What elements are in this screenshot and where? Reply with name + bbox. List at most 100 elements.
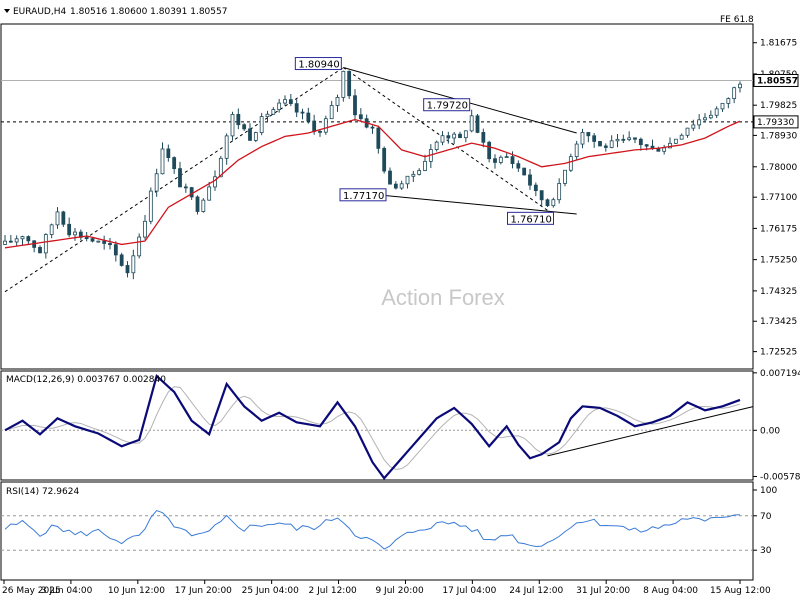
candle-body [703,117,707,121]
candle-body [388,170,392,185]
candle-body [586,132,591,137]
price-annotations: 1.80940 1.79720 1.77170 1.76710 [294,57,554,225]
candle-body [61,211,66,225]
macd-trendline [547,406,754,457]
symbol-label: EURAUD,H4 [13,7,66,17]
annotation-box [423,98,471,112]
time-tick-label: 24 Jul 12:00 [509,586,563,596]
candle-body [557,183,562,201]
dropdown-triangle-icon[interactable] [4,9,10,13]
candle-body [335,97,340,106]
candle-body [668,142,672,149]
candle-body [253,132,258,141]
candle-body [738,83,742,89]
candle-body [96,240,101,243]
macd-tick-label: 0.007194 [760,369,800,379]
candle-body [312,120,317,132]
annotation-label: 1.76710 [511,214,552,225]
candle-body [510,156,515,165]
macd-lines: 0.007194 0.00 -0.005784 [1,369,800,482]
price-tick-label: 1.75250 [760,256,797,266]
candle-body [382,147,387,172]
candle-body [469,115,474,132]
candle-body [277,102,282,110]
time-tick-label: 9 Jul 20:00 [375,586,424,596]
candle-body [318,131,322,133]
rsi-tick-label: 70 [760,512,772,522]
candle-body [539,190,544,201]
candle-body [440,135,445,143]
candle-body [568,156,573,171]
candle-body [720,102,725,110]
candle-body [265,113,270,118]
candle-body [224,135,229,159]
candle-body [405,175,410,185]
annotation-box [294,57,342,71]
candle-body [487,141,492,160]
rsi-title: RSI(14) 72.9624 [6,487,79,497]
candle-body [504,156,509,159]
candle-body [90,238,95,242]
candle-body [358,114,363,120]
candle-body [726,98,731,104]
candle-body [102,240,107,244]
price-tick-label: 1.73425 [760,317,797,327]
macd-title: MACD(12,26,9) 0.003767 0.002840 [6,375,166,385]
time-tick-label: 3 Jun 04:00 [41,586,93,596]
candle-body [341,70,346,98]
macd-signal-line [4,386,741,470]
candle-body [592,135,597,142]
candle-body [108,243,112,246]
candle-body [376,127,381,149]
trendline [378,194,577,215]
candle-body [183,186,188,189]
current-price-box [753,73,799,87]
candle-body [633,137,637,140]
dashed-level-line: 1.79330 1.80557 [1,73,799,129]
candle-body [481,132,486,143]
watermark: Action Forex [381,285,505,310]
candle-body [673,138,678,144]
annotation-label: 1.80940 [298,60,339,71]
candle-body [26,236,31,242]
time-tick-label: 2 Jul 12:00 [309,586,358,596]
candle-body [119,254,124,266]
time-tick-label: 15 Aug 12:00 [710,586,771,596]
candle-body [213,176,217,188]
candle-body [294,103,299,113]
candle-body [248,128,252,141]
ma-line [4,118,741,249]
rsi-line [4,509,741,550]
candle-body [580,132,585,145]
candle-body [347,70,352,97]
candle-body [67,223,72,236]
moving-average [4,118,741,249]
level-price-box [753,115,799,129]
time-tick-label: 10 Jun 12:00 [108,586,165,596]
candle-body [137,236,142,257]
time-tick-label: 25 Jun 04:00 [242,586,299,596]
price-tick-label: 1.78000 [760,163,797,173]
fe-label: FE 61.8 [720,15,754,25]
candle-body [679,134,684,140]
macd-line [4,373,741,480]
candle-body [528,174,532,186]
price-tick-label: 1.81675 [760,39,797,49]
candles [3,70,742,280]
candle-body [463,130,468,139]
candle-body [714,108,719,116]
candle-body [411,173,416,177]
candle-body [84,236,89,240]
candle-body [306,112,311,122]
candle-body [603,145,608,148]
time-tick-label: 26 May 2025 [2,586,61,596]
candle-body [178,168,182,188]
candle-body [452,133,457,139]
candle-body [323,118,328,133]
candle-body [201,199,206,212]
candle-body [516,163,521,169]
macd-tick-label: 0.00 [760,426,780,436]
price-tick-label: 1.76175 [760,224,797,234]
candle-body [3,240,7,245]
